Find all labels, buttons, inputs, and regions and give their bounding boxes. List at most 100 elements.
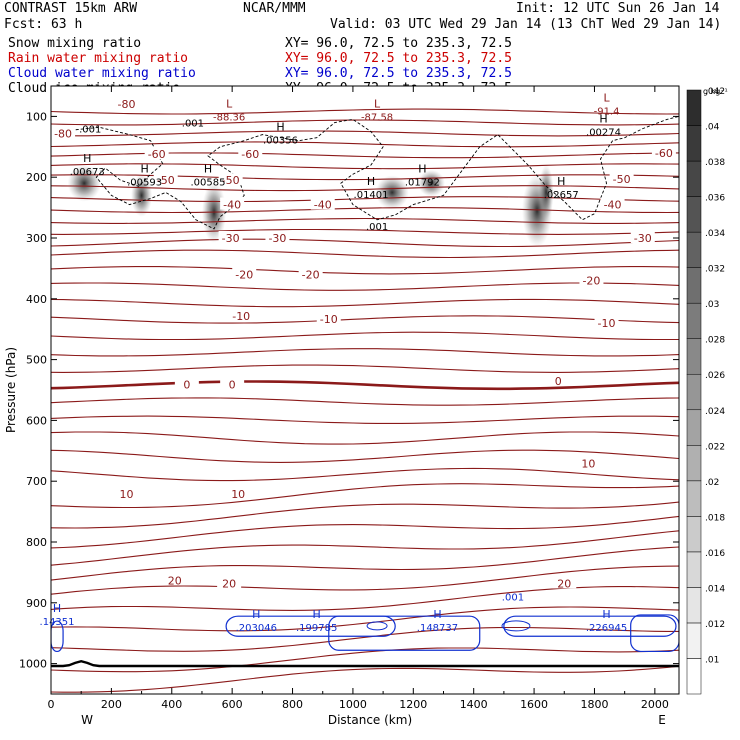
temp-label: 20 <box>222 577 236 590</box>
isotherm-line <box>51 249 679 259</box>
isotherm-line <box>51 530 679 566</box>
axes: 0 200 400 600 800 1000 1200 1400 1600 1800 2000100… <box>19 85 680 711</box>
cloud-water-mark: H <box>602 608 610 621</box>
cloud-water-mark: H <box>433 608 441 621</box>
isotherm-line <box>51 515 679 549</box>
x-tick-label: 2000 <box>641 698 669 711</box>
colorbar-swatch <box>686 231 702 268</box>
temp-label-bg <box>600 197 625 210</box>
x-tick-label: 600 <box>222 698 243 711</box>
cloud-water-contour <box>503 615 677 637</box>
temp-label: 20 <box>557 577 571 590</box>
isotherm-line <box>51 228 679 235</box>
cloud-water-contour <box>501 620 531 632</box>
snow-mixing-ratio-shading <box>67 165 554 248</box>
colorbar-swatch <box>686 267 702 304</box>
init-time: Init: 12 UTC Sun 26 Jan 14 <box>516 1 720 16</box>
temp-label: -10 <box>598 317 616 330</box>
temp-label: -80 <box>117 98 135 111</box>
temp-label-bg <box>51 126 76 139</box>
colorbar-swatch <box>686 338 702 375</box>
temp-label-bg <box>114 97 139 110</box>
extrema-mark: H <box>599 113 607 126</box>
field-name-snow: Snow mixing ratio <box>8 36 142 51</box>
colorbar-label: .038 <box>705 158 725 168</box>
y-tick-label: 100 <box>26 110 47 123</box>
forecast-hour: Fcst: 63 h <box>4 17 83 32</box>
isotherm-line <box>51 108 679 115</box>
colorbar-label: .04 <box>705 123 720 133</box>
isotherm-line <box>51 565 679 595</box>
isotherm-line <box>51 185 679 192</box>
colorbar-swatch <box>686 125 702 162</box>
temp-label: -40 <box>604 199 622 212</box>
cloud-water-mark: H <box>252 608 260 621</box>
colorbar-label: .036 <box>705 194 725 204</box>
y-tick-label: 500 <box>26 354 47 367</box>
x-tick-label: 1600 <box>520 698 548 711</box>
temp-label-bg <box>162 573 187 586</box>
cloud-water-value: .226945 <box>586 623 627 634</box>
temp-label-bg <box>220 377 245 390</box>
temp-label: -60 <box>241 148 259 161</box>
colorbar-label: .01 <box>705 655 719 665</box>
ice-contour-label: .001 <box>366 222 388 233</box>
field-xy-snow: XY= 96.0, 72.5 to 235.3, 72.5 <box>285 36 512 51</box>
snow-shading-blob <box>538 165 554 220</box>
colorbar-label: .034 <box>705 229 725 239</box>
colorbar-label: .042 <box>705 87 725 97</box>
colorbar-label: .026 <box>705 371 725 381</box>
isotherm-line <box>51 163 679 170</box>
temp-label-bg <box>232 267 257 280</box>
isotherm-line <box>51 665 679 693</box>
field-xy-rain: XY= 96.0, 72.5 to 235.3, 72.5 <box>285 51 512 66</box>
colorbar-swatch <box>686 302 702 339</box>
colorbar-swatch <box>686 658 702 695</box>
colorbar: g kg⁻¹ .01 .012 .014 .016 .018 .02 .022 .024 .02… <box>686 87 728 695</box>
snow-shading-blob <box>131 174 153 217</box>
colorbar-label: .016 <box>705 549 725 559</box>
x-tick-label: 800 <box>282 698 303 711</box>
colorbar-swatch <box>686 89 702 126</box>
field-xy-cloud-water: XY= 96.0, 72.5 to 235.3, 72.5 <box>285 66 512 81</box>
temp-label-bg <box>298 267 323 280</box>
snow-shading-blob <box>67 165 101 202</box>
contour-labels: -80-80-60 -60 -60-50 -50 -50-40 -40 -40-30 -30-… <box>40 91 676 634</box>
temp-label-bg <box>579 273 604 286</box>
y-tick-label: 900 <box>26 597 47 610</box>
temp-label-bg <box>609 172 634 185</box>
colorbar-swatch <box>686 516 702 553</box>
temp-label-bg <box>651 145 676 158</box>
extrema-mark: H <box>418 162 426 175</box>
temp-label: -40 <box>314 199 332 212</box>
extrema-mark: H <box>140 162 148 175</box>
temp-label: 10 <box>231 488 245 501</box>
isotherm-line <box>51 606 679 632</box>
x-tick-label: 1800 <box>580 698 608 711</box>
plot-background <box>51 86 679 694</box>
isotherm-line <box>51 647 679 673</box>
isotherm-line <box>51 238 679 248</box>
extrema-value: .00356 <box>263 136 298 147</box>
isotherm-line <box>51 315 679 324</box>
org-label: NCAR/MMM <box>243 1 306 16</box>
ice-contour-label: .001 <box>182 118 204 129</box>
x-tick-label: 200 <box>101 698 122 711</box>
temp-label-bg <box>153 173 178 186</box>
temp-label-bg <box>594 316 619 329</box>
temp-label-bg <box>217 576 242 589</box>
extrema-mark: L <box>374 97 381 110</box>
isotherm-line <box>51 348 679 357</box>
field-name-rain: Rain water mixing ratio <box>8 51 189 66</box>
cloud-water-contour <box>51 620 64 653</box>
isotherm-line <box>51 217 679 224</box>
isotherm-line <box>51 207 679 214</box>
cloud-water-contour <box>366 621 388 631</box>
y-axis-label: Pressure (hPa) <box>4 347 18 433</box>
isotherm-line <box>51 119 679 126</box>
cloud-water-contour <box>328 615 481 651</box>
temp-label-bg <box>114 486 139 499</box>
west-label: W <box>81 713 93 727</box>
isotherm-line <box>51 130 679 137</box>
extrema-value: .01792 <box>405 177 440 188</box>
